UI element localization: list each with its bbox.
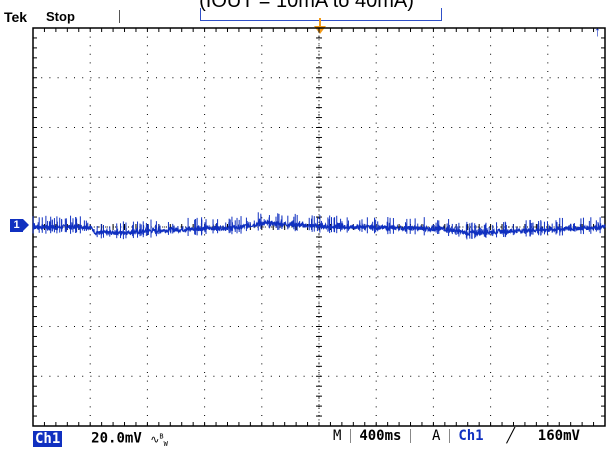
trigger-prefix: A [432,428,441,444]
channel-1-ground-marker-tip [23,219,29,231]
channel-1-ground-marker[interactable]: 1 [10,219,23,232]
trigger-position-stem [319,18,321,27]
trigger-level: 160mV [537,428,580,444]
trigger-source: Ch1 [458,428,484,444]
rising-edge-icon: ╱ [506,428,515,444]
ac-coupling-bw-icon: ∿BW [150,432,168,448]
trigger-level-arrow-icon: ↑ [594,23,601,39]
header-divider [119,10,120,23]
acquisition-state: Stop [46,9,75,24]
timebase: 400ms [359,428,402,444]
vertical-scale: 20.0mV [91,430,142,447]
trace-path [32,219,606,237]
channel-1-trace [32,212,606,240]
brand-logo: Tek [4,9,28,25]
channel-badge[interactable]: Ch1 [33,430,63,447]
status-trigger: A Ch1 ╱ 160mV [432,427,580,446]
trigger-position-marker[interactable] [314,26,326,34]
record-view-bracket [200,8,442,21]
timebase-prefix: M [333,428,342,444]
figure-caption: (IOUT = 10mA to 40mA) [199,0,414,12]
status-timebase: M 400ms [333,427,411,446]
status-channel-scale: Ch1 20.0mV ∿BW [33,427,168,448]
graticule [32,27,606,427]
